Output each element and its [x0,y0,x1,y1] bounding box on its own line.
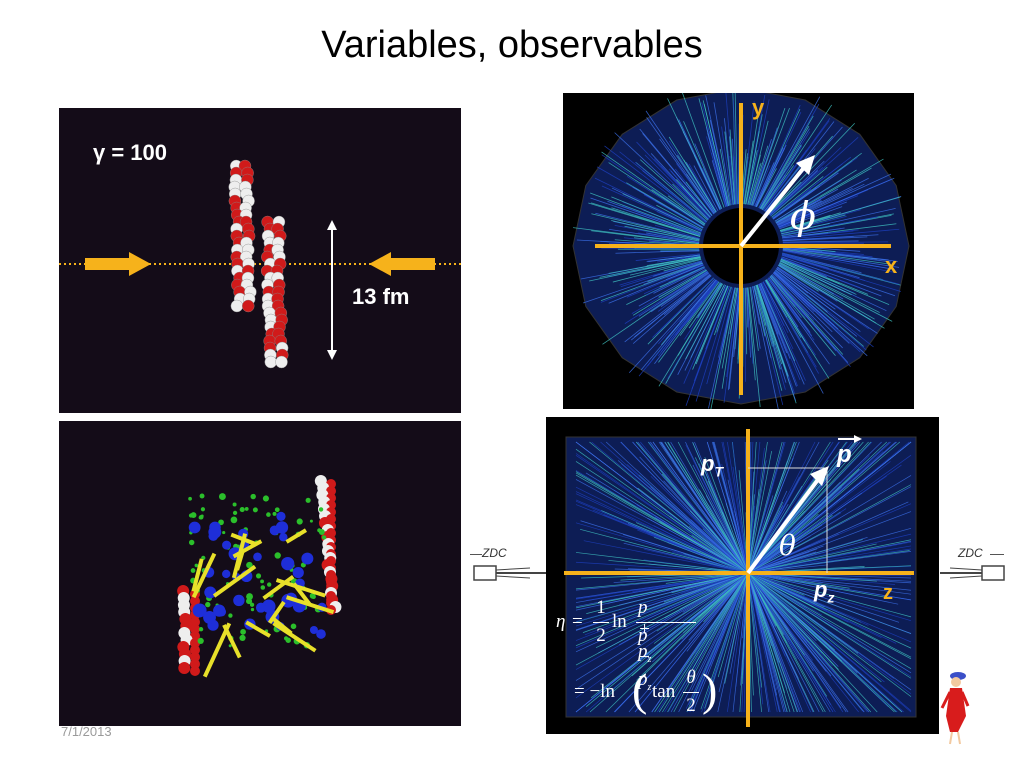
slide-date: 7/1/2013 [61,724,112,739]
longitudinal-event-display [564,429,917,727]
longitudinal-view-panel: pT p pz z θ η = 1 2 ln p + pz p − pz = −… [546,417,939,734]
double-arrow-icon [327,220,337,360]
size-label: 13 fm [352,284,410,309]
phi-symbol: ϕ [790,194,816,238]
collision-after-panel [59,421,461,726]
nucleus-left [228,159,257,313]
zdc-right-label: ZDC [958,546,983,560]
zdc-right: ZDC [940,544,1010,588]
x-axis-label: x [885,253,898,278]
collision-before-image [59,159,461,369]
z-axis-label: z [883,582,893,604]
collision-after-image [177,475,342,678]
pz-label: pz [814,577,835,606]
cartoon-figure-icon [940,672,970,745]
transverse-event-display [572,93,910,409]
transverse-view-panel: y x ϕ [563,93,914,409]
beam-arrow-left-icon [369,252,435,276]
transverse-momentum-arrow [739,163,808,248]
beam-arrow-right-icon [85,252,151,276]
momentum-arrow [746,475,822,575]
theta-symbol: θ [779,529,796,562]
zdc-left-label: ZDC [482,546,507,560]
nucleus-right [260,215,289,369]
slide-title: Variables, observables [321,24,703,66]
transverse-tracks [573,93,902,409]
gamma-label: γ = 100 [93,140,168,165]
pt-label: pT [701,451,724,480]
nucleus-fragment-bottom [177,585,200,676]
y-axis-label: y [752,95,765,120]
zdc-left: ZDC [470,544,548,588]
produced-particles [188,493,335,678]
collision-before-panel: γ = 100 13 fm [59,108,461,413]
zdc-detector-icon [473,565,546,581]
momentum-vector-label: p [837,441,852,468]
zdc-detector-icon [940,565,1005,581]
